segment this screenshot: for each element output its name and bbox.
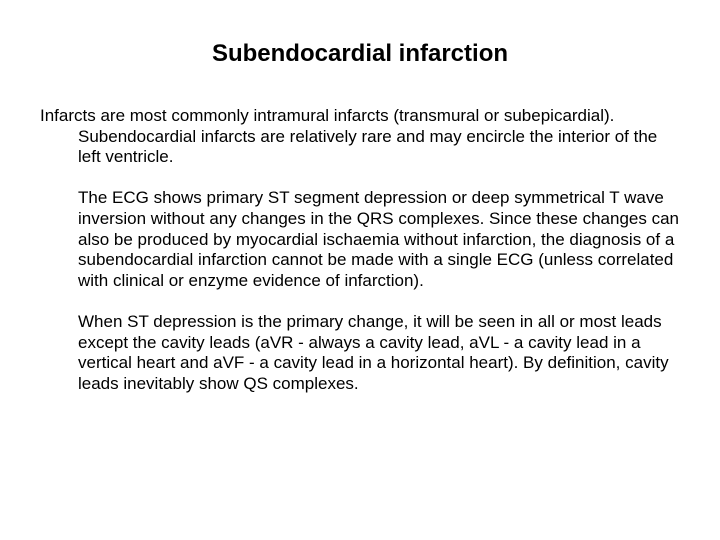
paragraph-3: When ST depression is the primary change… [40, 312, 680, 395]
paragraph-spacer [40, 168, 680, 188]
slide-title: Subendocardial infarction [40, 40, 680, 68]
paragraph-2: The ECG shows primary ST segment depress… [40, 188, 680, 292]
slide-body: Infarcts are most commonly intramural in… [40, 106, 680, 395]
slide: Subendocardial infarction Infarcts are m… [0, 0, 720, 540]
paragraph-1: Infarcts are most commonly intramural in… [40, 106, 680, 168]
paragraph-spacer [40, 292, 680, 312]
